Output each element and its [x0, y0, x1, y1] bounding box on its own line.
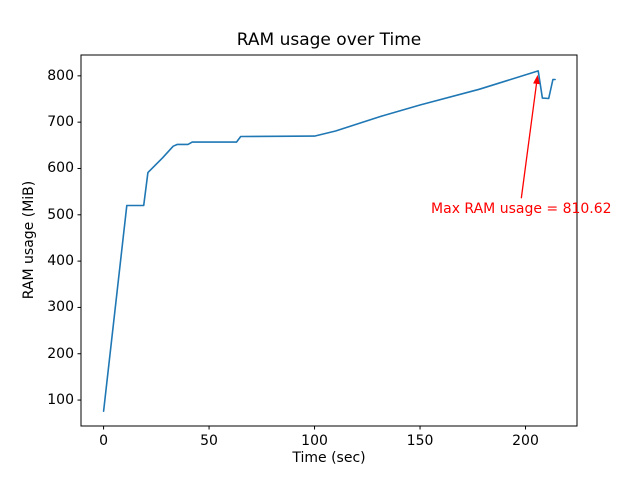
y-tick-label: 100 — [47, 392, 74, 409]
y-tick-label: 500 — [47, 206, 74, 223]
axis-ticks — [77, 75, 527, 430]
y-tick-label: 400 — [47, 253, 74, 270]
y-tick-label: 600 — [47, 160, 74, 177]
y-tick-label: 300 — [47, 299, 74, 316]
x-tick-label: 50 — [200, 433, 218, 449]
y-tick-label: 800 — [47, 67, 74, 84]
y-axis-label: RAM usage (MiB) — [21, 180, 37, 300]
axes-box — [80, 54, 578, 427]
x-tick-label: 0 — [99, 433, 109, 449]
x-tick-label: 150 — [406, 433, 434, 449]
arrow-head — [533, 74, 540, 85]
series-line — [102, 70, 556, 413]
y-tick-label: 200 — [47, 345, 74, 362]
ram-usage-line — [102, 70, 556, 413]
max-ram-annotation: Max RAM usage = 810.62 — [431, 201, 612, 218]
x-tick-label: 100 — [301, 433, 328, 449]
arrow-shaft — [520, 80, 538, 199]
annotation-arrow — [520, 74, 540, 199]
x-tick-label: 200 — [512, 433, 539, 449]
x-axis-label: Time (sec) — [292, 450, 366, 466]
y-tick-label: 700 — [47, 114, 74, 131]
chart-title: RAM usage over Time — [236, 30, 422, 50]
axes-spines — [80, 54, 578, 427]
